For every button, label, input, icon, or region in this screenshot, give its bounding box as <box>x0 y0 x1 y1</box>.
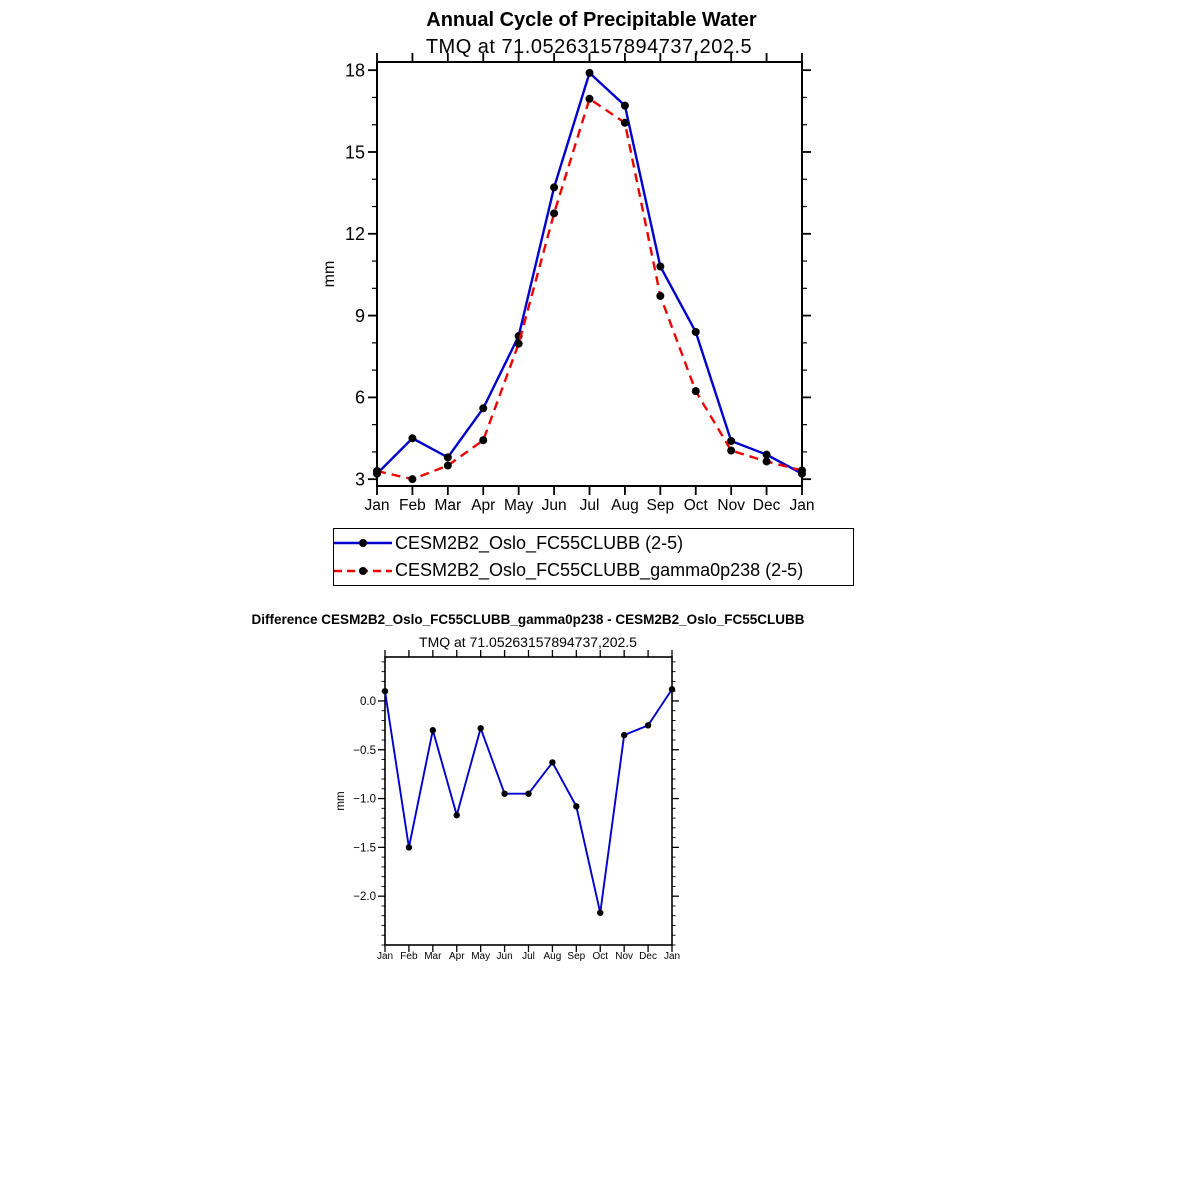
x-tick-label: Sep <box>647 497 675 514</box>
y-axis-title: mm <box>321 261 338 288</box>
x-tick-label: Jun <box>497 951 513 962</box>
x-tick-label: Jul <box>580 497 600 514</box>
y-tick-label: 3 <box>355 469 365 489</box>
series-line <box>384 688 673 913</box>
chart-group: Jan Feb Mar Apr May Jun Jul Aug Sep Oct Nov Dec Jan3… <box>321 53 815 514</box>
x-tick-label: Apr <box>449 951 465 962</box>
x-tick-label: Nov <box>615 951 633 962</box>
x-tick-label: Oct <box>684 497 709 514</box>
x-tick-label: Aug <box>544 951 562 962</box>
y-tick-label: 18 <box>345 60 365 80</box>
plot-frame <box>384 656 673 946</box>
axis-major-ticks <box>368 53 811 495</box>
x-tick-label: Jan <box>365 497 390 514</box>
axis-major-ticks <box>378 650 679 952</box>
plot-frame <box>376 61 803 487</box>
series-line <box>376 96 803 481</box>
series-markers <box>381 686 676 916</box>
y-tick-label: −2.0 <box>353 891 376 903</box>
axis-tick-labels: Jan Feb Mar Apr May Jun Jul Aug Sep Oct Nov Dec Jan 0… <box>335 696 680 962</box>
x-tick-label: May <box>471 951 490 962</box>
y-tick-label: 15 <box>345 142 365 162</box>
x-tick-label: Jan <box>377 951 393 962</box>
legend-item-fc55clubb: CESM2B2_Oslo_FC55CLUBB (2-5) <box>334 530 853 556</box>
series-markers <box>373 68 806 478</box>
x-tick-label: May <box>504 497 534 514</box>
x-tick-label: Feb <box>399 497 426 514</box>
chart-title-difference: Difference CESM2B2_Oslo_FC55CLUBB_gamma0… <box>251 612 805 627</box>
y-tick-label: −1.0 <box>353 794 376 806</box>
chart-group: Jan Feb Mar Apr May Jun Jul Aug Sep Oct Nov Dec Jan 0… <box>335 650 680 962</box>
axis-minor-ticks <box>381 661 676 946</box>
chart-subtitle-annual-cycle: TMQ at 71.05263157894737,202.5 <box>425 36 753 58</box>
axis-tick-labels: Jan Feb Mar Apr May Jun Jul Aug Sep Oct Nov Dec Jan3… <box>321 60 815 514</box>
x-tick-label: Jan <box>664 951 680 962</box>
legend-item-gamma0p238: CESM2B2_Oslo_FC55CLUBB_gamma0p238 (2-5) <box>334 558 853 584</box>
legend-marker-dot <box>359 566 367 575</box>
legend-marker-dot <box>359 539 367 548</box>
y-tick-label: −0.5 <box>353 745 376 757</box>
y-tick-label: 12 <box>345 224 365 244</box>
legend-box: CESM2B2_Oslo_FC55CLUBB (2-5) CESM2B2_Osl… <box>333 528 854 586</box>
y-tick-label: −1.5 <box>353 842 376 854</box>
x-tick-label: Dec <box>753 497 781 514</box>
x-tick-label: Mar <box>424 951 442 962</box>
y-tick-label: 6 <box>355 388 365 408</box>
x-tick-label: Nov <box>717 497 745 514</box>
axis-minor-ticks <box>372 96 807 453</box>
chart-title-annual-cycle: Annual Cycle of Precipitable Water <box>426 9 757 31</box>
x-tick-label: Oct <box>592 951 608 962</box>
y-tick-label: 0.0 <box>360 696 376 708</box>
x-tick-label: Feb <box>400 951 418 962</box>
x-tick-label: Jun <box>542 497 567 514</box>
chart-subtitle-difference: TMQ at 71.05263157894737,202.5 <box>419 634 637 650</box>
x-tick-label: Aug <box>611 497 639 514</box>
x-tick-label: Apr <box>471 497 495 514</box>
y-axis-title: mm <box>335 791 347 810</box>
x-tick-label: Mar <box>434 497 461 514</box>
legend-line-sample-solid <box>334 539 392 548</box>
legend-label-fc55clubb: CESM2B2_Oslo_FC55CLUBB (2-5) <box>395 532 684 553</box>
x-tick-label: Jul <box>522 951 535 962</box>
x-tick-label: Jan <box>790 497 815 514</box>
x-tick-label: Dec <box>639 951 657 962</box>
series-markers <box>373 94 806 484</box>
legend-label-gamma0p238: CESM2B2_Oslo_FC55CLUBB_gamma0p238 (2-5) <box>395 560 804 581</box>
series-line <box>376 70 803 475</box>
x-tick-label: Sep <box>567 951 585 962</box>
y-tick-label: 9 <box>355 306 365 326</box>
legend-line-sample-dashed <box>334 566 392 575</box>
